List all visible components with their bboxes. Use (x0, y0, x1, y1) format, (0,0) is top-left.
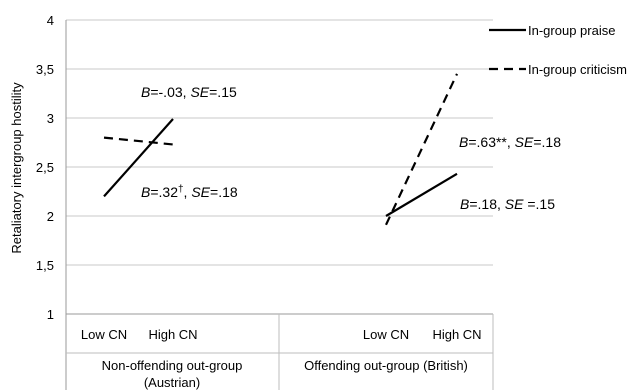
annotation-label: B=.63**, SE=.18 (459, 134, 561, 150)
annotations: B=-.03, SE=.15 B=.32†, SE=.18 B=.63**, SE=… (141, 84, 561, 212)
y-tick-label: 1,5 (36, 258, 54, 273)
gridlines (66, 19, 493, 266)
annotation-label: B=.18, SE =.15 (460, 196, 555, 212)
y-tick-label: 1 (47, 307, 54, 322)
x-group-label: Non-offending out-group (102, 358, 243, 373)
x-category-label: Low CN (81, 327, 127, 342)
legend: In-group praise In-group criticism (489, 23, 627, 77)
y-tick-label: 2 (47, 209, 54, 224)
y-tick-label: 3 (47, 111, 54, 126)
series-line-in-group-praise (103, 118, 174, 198)
x-group-label-line2: (Austrian) (144, 375, 200, 390)
legend-label: In-group praise (528, 23, 615, 38)
axes (65, 20, 494, 390)
x-category-label: Low CN (363, 327, 409, 342)
y-axis-label: Retaliatory intergroup hostility (9, 82, 24, 254)
annotation-label: B=.32†, SE=.18 (141, 184, 238, 201)
series-lines (103, 73, 458, 226)
annotation-label: B=-.03, SE=.15 (141, 84, 237, 100)
series-line-in-group-praise (385, 172, 458, 217)
y-tick-labels: 1 1,5 2 2,5 3 3,5 4 (36, 13, 54, 322)
legend-label: In-group criticism (528, 62, 627, 77)
x-category-labels: Low CN High CN Low CN High CN (81, 327, 482, 342)
x-group-label: Offending out-group (British) (304, 358, 468, 373)
y-tick-label: 2,5 (36, 160, 54, 175)
y-tick-label: 4 (47, 13, 54, 28)
series-line-in-group-criticism (385, 73, 458, 226)
x-category-label: High CN (432, 327, 481, 342)
y-tick-label: 3,5 (36, 62, 54, 77)
series-line-in-group-criticism (103, 136, 174, 146)
x-group-labels: Non-offending out-group (Austrian) Offendi… (102, 358, 468, 390)
x-category-label: High CN (148, 327, 197, 342)
